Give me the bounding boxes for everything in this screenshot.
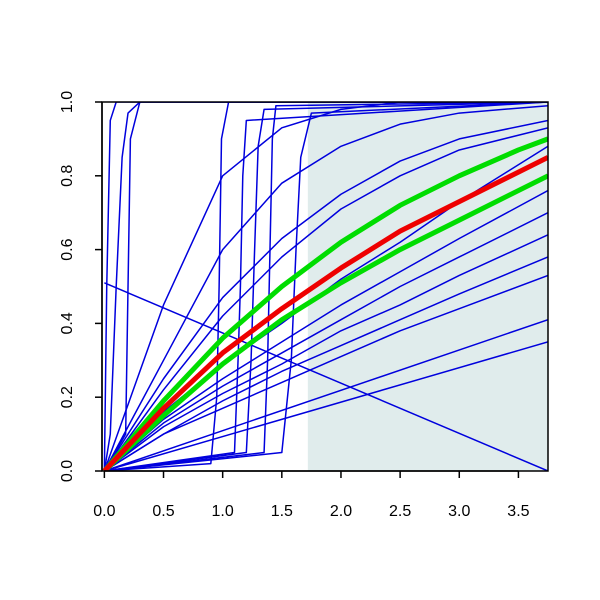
line [103, 212, 548, 471]
line [103, 234, 548, 471]
y-tick-label: 1.0 [59, 91, 76, 113]
line [104, 102, 548, 471]
shaded-region [307, 102, 548, 471]
line [103, 274, 548, 471]
line [103, 102, 548, 471]
x-tick-label: 2.0 [330, 503, 352, 520]
line [104, 102, 548, 471]
x-tick-label: 2.5 [389, 503, 411, 520]
line [103, 102, 548, 471]
line [103, 104, 548, 471]
line [104, 319, 548, 471]
line [102, 136, 548, 471]
line [104, 282, 548, 471]
line [103, 102, 548, 471]
line [103, 102, 548, 471]
x-tick-label: 1.5 [271, 503, 293, 520]
y-tick-label: 0.2 [59, 386, 76, 408]
line [102, 173, 548, 471]
plot-area [102, 102, 548, 471]
line [103, 127, 548, 471]
y-tick-label: 0.8 [59, 165, 76, 187]
y-tick-label: 0.0 [59, 460, 76, 482]
y-tick-label: 0.6 [59, 238, 76, 260]
y-tick-label: 0.4 [59, 312, 76, 334]
x-tick-label: 0.5 [152, 503, 174, 520]
line [104, 102, 548, 471]
x-tick-label: 1.0 [212, 503, 234, 520]
x-tick-label: 0.0 [93, 503, 115, 520]
line [103, 119, 548, 471]
line [104, 102, 548, 471]
line [104, 341, 548, 471]
line [102, 155, 548, 471]
line [103, 189, 548, 471]
line [103, 256, 548, 471]
x-tick-label: 3.0 [448, 503, 470, 520]
x-tick-label: 3.5 [507, 503, 529, 520]
